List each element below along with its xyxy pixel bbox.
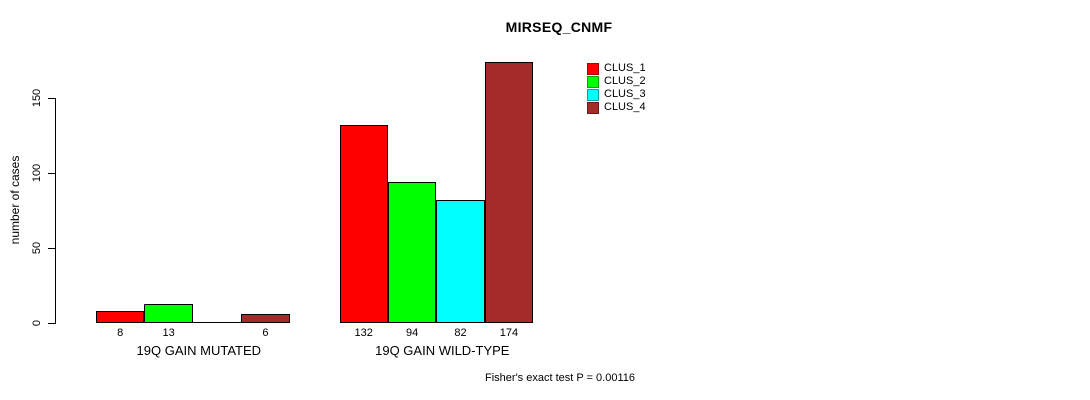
legend-swatch-clus-4	[587, 101, 599, 114]
annotation-text: Fisher's exact test P = 0.00116	[485, 372, 635, 384]
y-tick-label: 50	[31, 241, 43, 255]
legend-swatch-clus-3	[587, 88, 599, 101]
bar-clus-2	[144, 303, 193, 323]
y-axis-tick	[48, 173, 55, 174]
bar-value-label: 174	[499, 327, 519, 339]
category-label: 19Q GAIN WILD-TYPE	[375, 343, 510, 358]
legend-label: CLUS_4	[604, 101, 646, 113]
bar-clus-4	[484, 62, 534, 323]
bar-value-label: 94	[405, 327, 419, 339]
legend-swatch-clus-1	[587, 62, 599, 75]
bar-value-label: 6	[262, 327, 269, 339]
y-tick-label: 0	[31, 319, 43, 327]
legend-item-clus-3: CLUS_3	[587, 88, 646, 101]
y-tick-label: 150	[31, 88, 43, 108]
bar-value-label: 8	[117, 327, 124, 339]
bar-clus-3	[436, 200, 485, 323]
y-axis-tick	[48, 248, 55, 249]
y-axis-label: number of cases	[8, 155, 22, 245]
bar-clus-4	[241, 314, 290, 323]
y-tick-label: 100	[31, 163, 43, 183]
legend-item-clus-1: CLUS_1	[587, 62, 646, 75]
legend-label: CLUS_1	[604, 62, 646, 74]
legend-item-clus-4: CLUS_4	[587, 101, 646, 114]
chart-title: MIRSEQ_CNMF	[505, 19, 613, 35]
bar-value-label: 13	[162, 327, 175, 339]
y-axis-line	[55, 98, 56, 324]
bar-clus-3	[192, 322, 242, 323]
legend-swatch-clus-2	[587, 75, 599, 88]
legend-label: CLUS_2	[604, 75, 646, 87]
bar-clus-2	[387, 182, 437, 323]
bar-value-label: 82	[454, 327, 467, 339]
y-axis-tick	[48, 98, 55, 99]
bar-clus-1	[96, 311, 145, 323]
bar-value-label: 132	[354, 327, 373, 339]
bar-clus-1	[339, 125, 388, 323]
legend-item-clus-2: CLUS_2	[587, 75, 646, 88]
y-axis-tick	[48, 323, 55, 324]
category-label: 19Q GAIN MUTATED	[136, 343, 262, 358]
legend: CLUS_1 CLUS_2 CLUS_3 CLUS_4	[587, 62, 646, 114]
legend-label: CLUS_3	[604, 88, 646, 100]
